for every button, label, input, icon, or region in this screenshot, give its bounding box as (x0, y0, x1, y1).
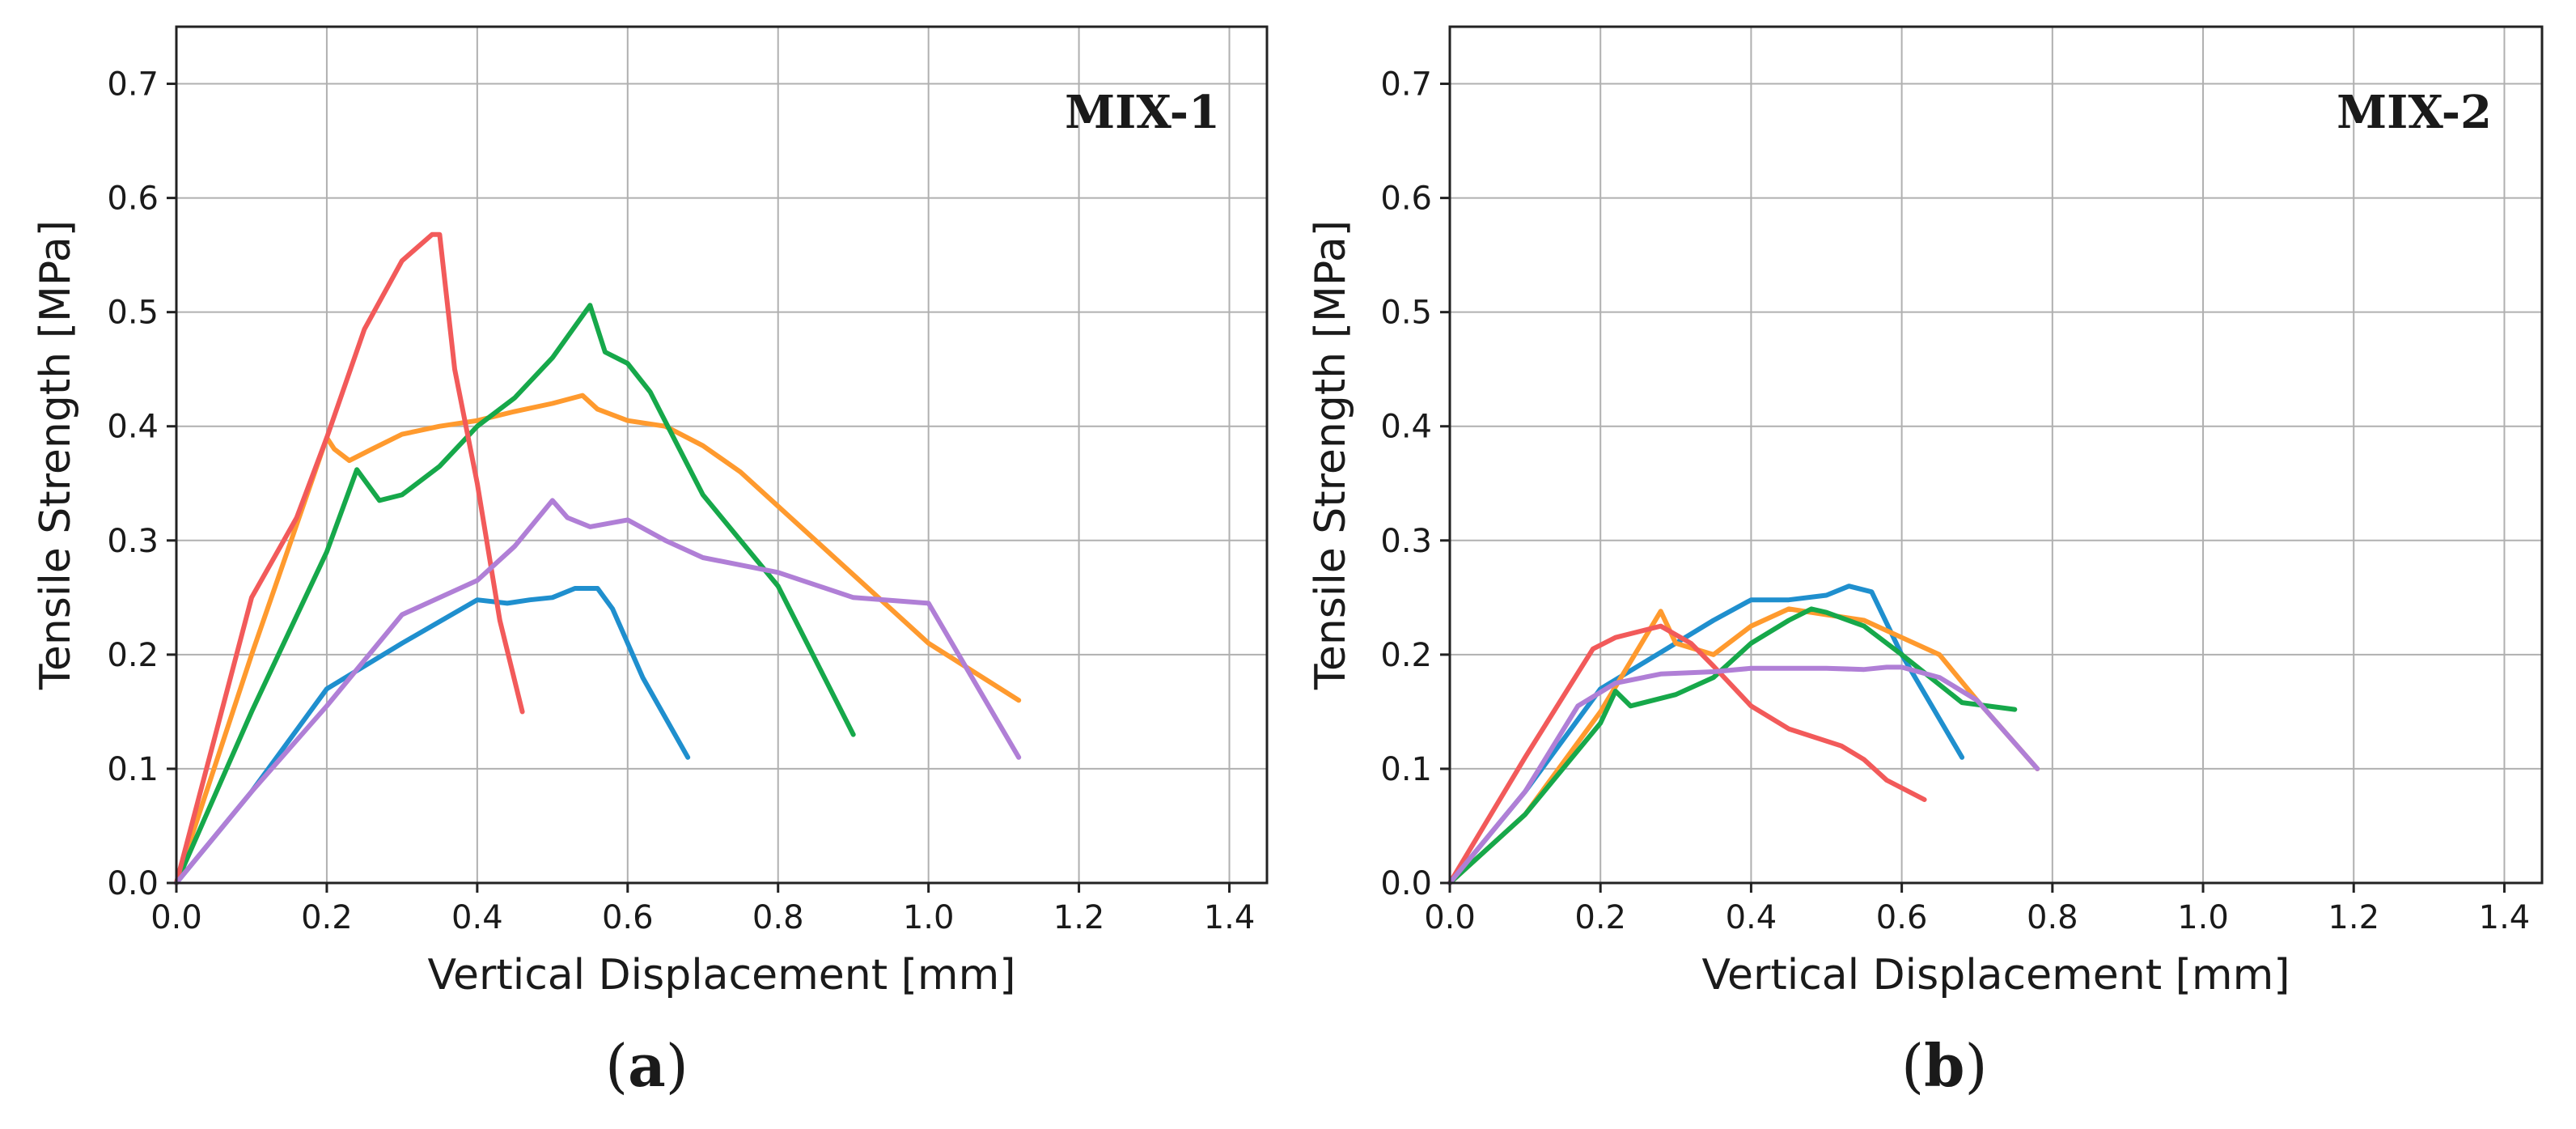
panel-a-ytick-label-6: 0.6 (107, 180, 159, 218)
panel-a-frame (175, 25, 1269, 885)
panel-a-ytick-label-2: 0.2 (107, 637, 159, 674)
panel-a-ytick-label-7: 0.7 (107, 66, 159, 104)
panel-b-xlabel: Vertical Displacement [mm] (1701, 951, 2290, 1000)
panel-b-frame (1448, 25, 2544, 885)
panel-b-caption-letter: b (1924, 1031, 1964, 1100)
panel-a-ticks: 0.0 0.2 0.4 0.6 0.8 1.0 1.2 1.4 0.0 0.1 0.2 0.3 0.4 0… (107, 66, 1255, 936)
panel-a-caption-close: ) (666, 1032, 688, 1100)
panel-a-xtick-label-7: 1.4 (1204, 899, 1256, 936)
panel-a-specimen-green-line (174, 303, 856, 885)
panel-b-xtick-label-1: 0.2 (1574, 899, 1626, 936)
panel-a-specimen-red-line (174, 231, 525, 885)
panel-b-series (1447, 584, 2040, 885)
panel-a-xlabel: Vertical Displacement [mm] (427, 951, 1015, 1000)
panel-b-xtick-label-0: 0.0 (1424, 899, 1476, 936)
panel-a-series (174, 231, 1022, 885)
panel-b-ticks: 0.0 0.2 0.4 0.6 0.8 1.0 1.2 1.4 0.0 0.1 0.2 0.3 0.4 0… (1380, 66, 2530, 936)
panel-a-ytick-label-3: 0.3 (107, 523, 159, 560)
panel-b-grid (1449, 27, 2542, 884)
panel-a-caption: (a) (605, 1031, 688, 1100)
panel-a-specimen-orange-line (174, 393, 1022, 885)
panel-b-specimen-blue-line (1447, 584, 1965, 885)
panel-b-ytick-label-0: 0.0 (1380, 865, 1432, 902)
panel-a-xtick-label-1: 0.2 (301, 899, 353, 936)
panel-b-ylabel: Tensile Strength [MPa] (1307, 220, 1355, 690)
panel-a-xtick-label-2: 0.4 (451, 899, 503, 936)
panel-a-caption-letter: a (628, 1031, 666, 1100)
panel-a-ytick-label-0: 0.0 (107, 865, 159, 902)
panel-b-ytick-label-3: 0.3 (1380, 523, 1432, 560)
panel-b-xtick-label-6: 1.2 (2328, 899, 2379, 936)
panel-b-ytick-label-5: 0.5 (1380, 295, 1432, 332)
panel-b-xtick-label-5: 1.0 (2177, 899, 2229, 936)
panel-a-xtick-label-3: 0.6 (602, 899, 654, 936)
panel-b-xtick-label-7: 1.4 (2479, 899, 2531, 936)
panel-a: 0.0 0.2 0.4 0.6 0.8 1.0 1.2 1.4 0.0 0.1 0.2 0.3 0.4 0… (32, 25, 1269, 1100)
panel-b-specimen-red-line (1447, 623, 1927, 885)
panel-a-xtick-label-6: 1.2 (1053, 899, 1105, 936)
panel-b-caption-close: ) (1964, 1032, 1987, 1100)
panel-a-grid (176, 27, 1267, 884)
panel-a-xtick-label-0: 0.0 (150, 899, 202, 936)
panel-a-ytick-label-1: 0.1 (107, 751, 159, 788)
panel-b-ytick-label-4: 0.4 (1380, 409, 1432, 446)
panel-a-ytick-label-5: 0.5 (107, 295, 159, 332)
panel-b-xtick-label-2: 0.4 (1726, 899, 1777, 936)
panel-b-caption-open: ( (1901, 1032, 1924, 1100)
panel-b: 0.0 0.2 0.4 0.6 0.8 1.0 1.2 1.4 0.0 0.1 0.2 0.3 0.4 0… (1307, 25, 2544, 1100)
panel-b-caption: (b) (1901, 1031, 1988, 1100)
panel-b-xtick-label-3: 0.6 (1876, 899, 1928, 936)
panel-a-specimen-purple-line (174, 498, 1022, 885)
panel-b-specimen-purple-line (1447, 664, 2040, 885)
panel-b-specimen-green-line (1447, 606, 2018, 885)
panel-b-ytick-label-2: 0.2 (1380, 637, 1432, 674)
panel-b-ytick-label-1: 0.1 (1380, 751, 1432, 788)
panel-a-title: MIX-1 (1065, 86, 1220, 139)
panel-a-xtick-label-4: 0.8 (752, 899, 804, 936)
panel-b-title: MIX-2 (2337, 86, 2492, 139)
panel-b-ytick-label-6: 0.6 (1380, 180, 1432, 218)
panel-b-xtick-label-4: 0.8 (2027, 899, 2078, 936)
panel-b-ytick-label-7: 0.7 (1380, 66, 1432, 104)
panel-a-specimen-blue-line (174, 586, 691, 885)
panel-a-ylabel: Tensile Strength [MPa] (32, 220, 80, 690)
panel-a-ytick-label-4: 0.4 (107, 409, 159, 446)
panel-a-xtick-label-5: 1.0 (903, 899, 955, 936)
panel-a-caption-open: ( (605, 1032, 628, 1100)
